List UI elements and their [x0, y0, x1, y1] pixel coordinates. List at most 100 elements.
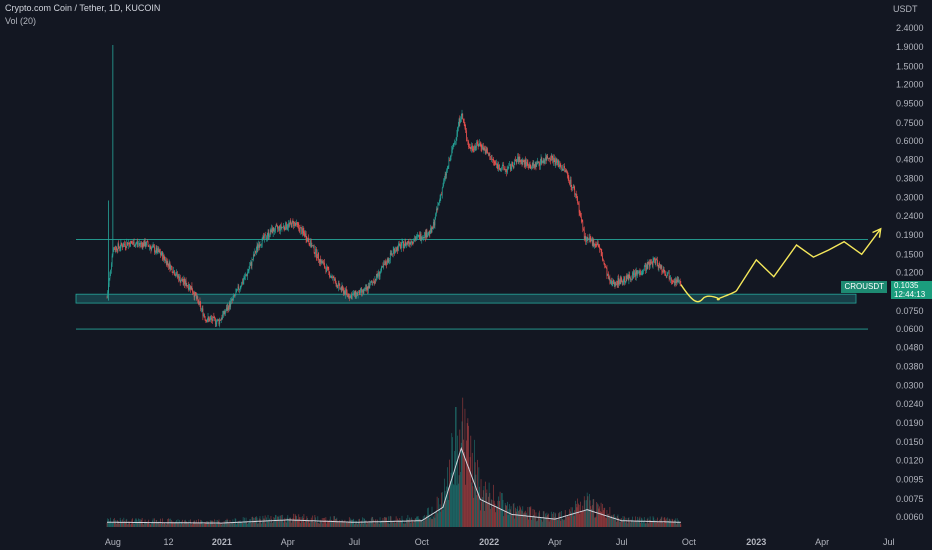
candle-body [635, 270, 637, 277]
volume-bar [470, 435, 472, 527]
volume-bar [475, 474, 477, 527]
candle-body [365, 287, 366, 289]
candle-body [163, 254, 164, 260]
volume-bar [382, 517, 384, 527]
volume-bar [165, 524, 167, 527]
candle-body [654, 257, 655, 260]
candle-body [608, 273, 609, 279]
volume-bar [518, 511, 519, 527]
volume-bar [460, 471, 461, 527]
volume-bar [428, 514, 430, 527]
candle-body [531, 163, 533, 168]
candle-body [186, 285, 188, 287]
candle-body [133, 241, 134, 244]
candle-body [532, 163, 534, 166]
volume-bar [249, 519, 251, 527]
candle-body [141, 243, 143, 248]
candle-body [507, 168, 508, 173]
volume-bar [421, 519, 423, 527]
candle-body [268, 232, 270, 237]
candle-body [530, 168, 532, 169]
time-tick-label: Jul [616, 537, 628, 547]
candle-body [559, 164, 560, 168]
candle-body [479, 143, 481, 144]
price-tick-label: 0.6000 [896, 136, 924, 146]
volume-bar [174, 522, 176, 527]
volume-bar [502, 499, 504, 527]
price-tick-label: 0.0075 [896, 494, 924, 504]
candle-body [281, 227, 283, 229]
volume-bar [353, 518, 355, 527]
candle-body [326, 266, 328, 268]
candle-body [113, 248, 114, 252]
volume-bar [318, 523, 320, 527]
volume-bar [459, 429, 461, 527]
volume-bar [604, 507, 606, 527]
candle-body [581, 219, 583, 222]
volume-bar [362, 523, 364, 527]
volume-bar [516, 508, 518, 527]
volume-bar [490, 508, 491, 527]
candle-body [263, 236, 264, 239]
volume-bar [510, 506, 512, 527]
candle-body [361, 289, 363, 293]
volume-bar [217, 521, 219, 527]
volume-bar [238, 520, 240, 527]
volume-bar [306, 516, 308, 527]
volume-bar [393, 523, 395, 527]
volume-bar [522, 506, 524, 527]
candle-body [217, 319, 219, 320]
candle-body [377, 276, 379, 277]
candle-body [488, 153, 489, 155]
candle-body [417, 235, 419, 236]
volume-bar [310, 517, 312, 527]
candle-body [487, 151, 488, 154]
volume-bar [580, 501, 581, 527]
candle-body [189, 285, 191, 288]
volume-bar [115, 519, 117, 527]
volume-bar [529, 506, 530, 527]
volume-bar [212, 521, 214, 527]
time-axis[interactable]: Aug 12 2021 Apr Jul Oct 2022 Apr Jul Oct 2023 Apr Ju… [105, 537, 895, 547]
volume-bar [597, 503, 598, 527]
volume-bar [365, 520, 367, 527]
candle-body [239, 288, 240, 291]
volume-bar [453, 485, 455, 527]
volume-bar [228, 523, 230, 527]
candle-body [475, 146, 477, 148]
volume-bar [193, 520, 195, 527]
price-axis[interactable]: USDT2.40001.90001.50001.20000.95000.7500… [893, 4, 924, 522]
support-zone-layer [75, 293, 857, 304]
candles-layer [106, 44, 682, 328]
volume-bar [413, 522, 415, 527]
volume-bar [614, 519, 616, 527]
candle-body [311, 245, 313, 247]
volume-bar [569, 511, 571, 527]
volume-bar [131, 519, 133, 527]
candle-body [272, 227, 273, 234]
volume-bar [446, 486, 447, 527]
volume-bar [669, 518, 671, 527]
volume-bar [590, 506, 592, 527]
volume-bar [207, 521, 209, 527]
candle-body [628, 274, 630, 280]
price-tick-label: 0.0750 [896, 306, 924, 316]
volume-bar [442, 509, 444, 527]
candle-body [462, 113, 464, 119]
volume-bar [630, 519, 632, 527]
volume-bar [142, 523, 144, 527]
candle-body [395, 250, 396, 253]
volume-bar [544, 518, 546, 527]
candle-body [310, 240, 311, 247]
candle-body [451, 149, 453, 157]
time-tick-label: Jul [349, 537, 361, 547]
candle-body [312, 245, 314, 247]
candle-body [613, 279, 614, 285]
candle-body [380, 270, 382, 274]
candle-body [428, 230, 430, 234]
volume-bar [291, 521, 293, 527]
candle-body [171, 267, 173, 273]
volume-bar [408, 520, 409, 527]
volume-bar [358, 519, 360, 527]
